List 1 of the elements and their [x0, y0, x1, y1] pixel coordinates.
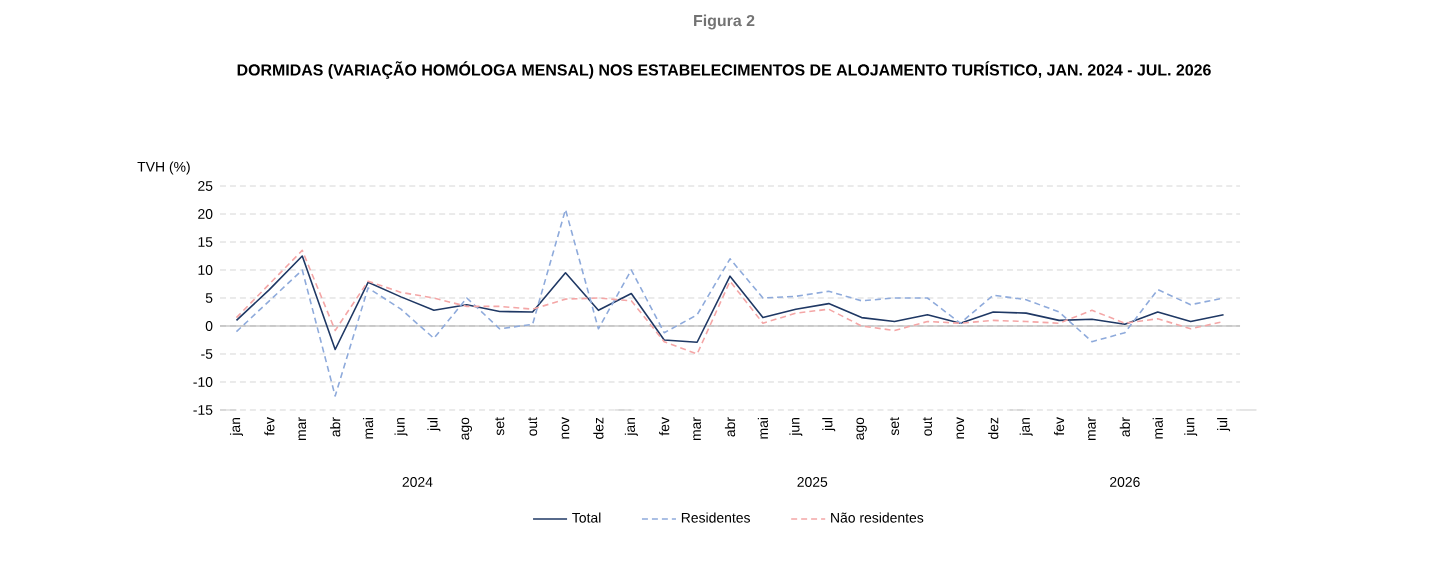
line-series: [235, 208, 1225, 397]
